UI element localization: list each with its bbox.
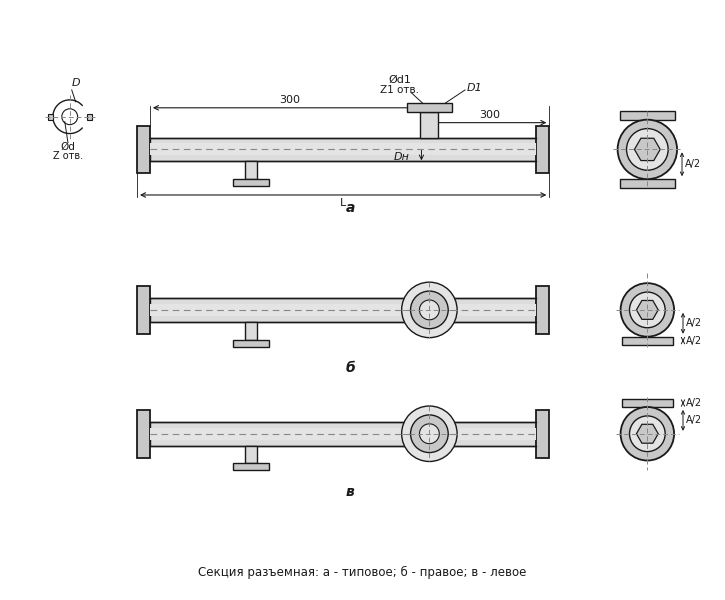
Text: A/2: A/2 xyxy=(685,159,701,169)
Bar xyxy=(137,286,150,334)
Bar xyxy=(150,304,536,316)
Bar xyxy=(150,137,536,161)
Bar xyxy=(407,103,452,112)
Text: D1: D1 xyxy=(467,83,483,93)
Circle shape xyxy=(420,300,439,320)
Circle shape xyxy=(420,424,439,443)
Bar xyxy=(150,298,536,322)
Bar xyxy=(233,340,269,347)
Bar xyxy=(536,125,550,173)
Text: A/2: A/2 xyxy=(686,398,702,408)
Circle shape xyxy=(621,407,674,461)
Text: A/2: A/2 xyxy=(686,318,702,328)
Text: б: б xyxy=(345,361,355,376)
Text: в: в xyxy=(346,485,355,499)
Bar xyxy=(150,422,536,446)
Polygon shape xyxy=(637,301,658,319)
Text: Ød1: Ød1 xyxy=(388,75,411,85)
Text: Ød: Ød xyxy=(60,142,75,151)
Circle shape xyxy=(629,292,665,328)
Circle shape xyxy=(621,283,674,337)
Text: 300: 300 xyxy=(478,110,500,119)
Text: A/2: A/2 xyxy=(686,415,702,425)
Bar xyxy=(244,322,257,340)
Bar xyxy=(233,463,269,470)
Bar xyxy=(536,410,550,458)
Circle shape xyxy=(618,119,677,179)
Bar xyxy=(536,286,550,334)
Circle shape xyxy=(402,282,457,338)
Text: 300: 300 xyxy=(279,95,300,105)
Circle shape xyxy=(629,416,665,452)
Bar xyxy=(233,179,269,186)
Bar xyxy=(244,446,257,463)
Circle shape xyxy=(410,415,448,452)
Text: D: D xyxy=(72,78,80,88)
Bar xyxy=(621,399,673,407)
Text: Z отв.: Z отв. xyxy=(53,151,83,161)
Circle shape xyxy=(626,128,668,170)
Bar xyxy=(86,114,91,119)
Bar xyxy=(244,161,257,179)
Text: Секция разъемная: а - типовое; б - правое; в - левое: Секция разъемная: а - типовое; б - право… xyxy=(198,566,526,579)
Polygon shape xyxy=(634,138,660,161)
Bar xyxy=(620,179,674,188)
Bar xyxy=(420,112,439,137)
Bar xyxy=(150,428,536,440)
Text: A/2: A/2 xyxy=(686,335,702,346)
Text: L: L xyxy=(340,198,347,208)
Bar xyxy=(48,114,53,119)
Circle shape xyxy=(402,406,457,461)
Polygon shape xyxy=(637,424,658,443)
Circle shape xyxy=(410,291,448,329)
Bar xyxy=(621,337,673,344)
Bar xyxy=(150,143,536,155)
Bar xyxy=(620,111,674,119)
Text: Z1 отв.: Z1 отв. xyxy=(380,85,419,95)
Bar xyxy=(137,410,150,458)
Bar xyxy=(137,125,150,173)
Text: Dн: Dн xyxy=(394,152,410,163)
Text: а: а xyxy=(345,201,355,215)
